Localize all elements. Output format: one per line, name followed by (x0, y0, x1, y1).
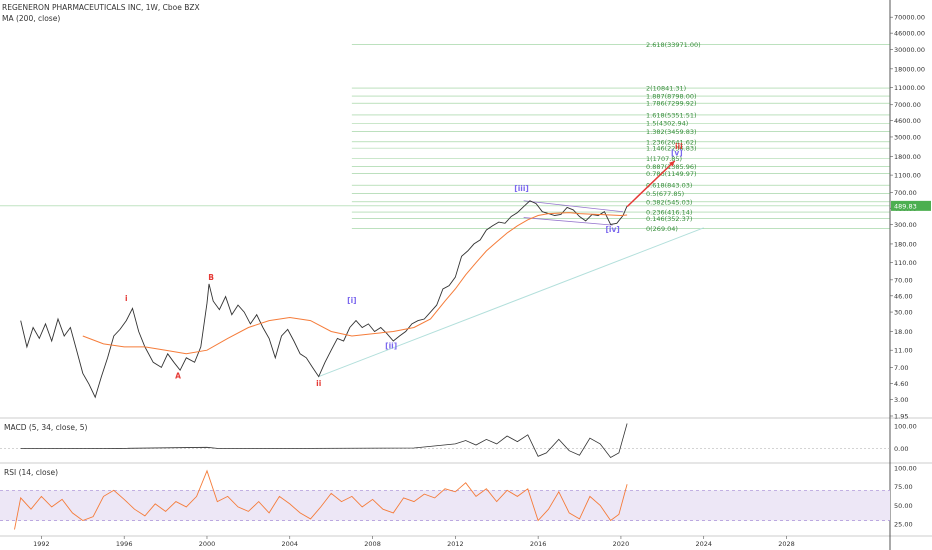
price-axis-label: 300.00 (894, 221, 917, 229)
rsi-axis-label: 75.00 (894, 483, 913, 491)
fib-level-label: 0.887(1385.96) (646, 163, 697, 171)
wave-label[interactable]: ii (316, 379, 321, 388)
rsi-series-line (14, 469, 628, 530)
wave-label[interactable]: [i] (347, 296, 356, 305)
fib-level-label: 1.618(5351.51) (646, 111, 697, 119)
x-axis-label: 2028 (778, 540, 795, 548)
price-axis-label: 3000.00 (894, 133, 921, 141)
triangle-upper-line (523, 200, 624, 213)
price-axis-label: 180.00 (894, 240, 917, 248)
last-price-tag (891, 200, 931, 211)
price-axis-label: 4600.00 (894, 117, 921, 125)
price-axis-label: 7.00 (894, 364, 908, 372)
price-axis-label: 4.60 (894, 380, 908, 388)
trendline (318, 227, 704, 378)
price-axis-label: 30000.00 (894, 46, 925, 54)
price-axis-label: 30.00 (894, 309, 913, 317)
wave-label[interactable]: [v] (671, 148, 683, 157)
fib-level-label: 1.786(7299.92) (646, 100, 697, 108)
fib-level-label: 0(269.04) (646, 225, 678, 233)
price-axis-label: 70.00 (894, 276, 913, 284)
rsi-axis-label: 100.00 (894, 464, 917, 472)
x-axis-label: 2020 (613, 540, 630, 548)
x-axis-label: 2024 (695, 540, 712, 548)
price-axis-label: 1100.00 (894, 172, 921, 180)
x-axis-label: 2000 (199, 540, 216, 548)
fib-level-label: 0.5(677.85) (646, 190, 684, 198)
price-series-line (20, 200, 628, 399)
fib-level-label: 0.146(352.37) (646, 215, 692, 223)
rsi-axis-label: 50.00 (894, 502, 913, 510)
price-axis-label: 1800.00 (894, 153, 921, 161)
price-axis-label: 46000.00 (894, 30, 925, 38)
macd-series-line (20, 423, 628, 459)
fib-level-label: 1.382(3459.83) (646, 128, 697, 136)
fib-level-label: 0.618(843.03) (646, 182, 692, 190)
price-axis-label: 700.00 (894, 189, 917, 197)
macd-axis-label: 100.00 (894, 422, 917, 430)
rsi-axis-label: 25.00 (894, 521, 913, 529)
price-axis-label: 70000.00 (894, 14, 925, 22)
price-axis-label: 3.00 (894, 396, 908, 404)
fib-level-label: 2(10841.31) (646, 85, 686, 93)
projection-arrowhead[interactable] (669, 160, 675, 167)
x-axis-label: 1992 (33, 540, 50, 548)
macd-legend: MACD (5, 34, close, 5) (4, 423, 88, 432)
series-lines (0, 200, 890, 530)
x-axis-label: 2008 (364, 540, 381, 548)
wave-label[interactable]: [ii] (385, 342, 397, 351)
fib-level-label: 1.887(8798.00) (646, 93, 697, 101)
projection-arrow[interactable] (626, 160, 676, 208)
fib-level-label: 0.236(416.14) (646, 209, 692, 217)
fibonacci-levels[interactable]: 0(269.04) 0.146(352.37)0.236(416.14) 0.382… (0, 41, 890, 233)
triangle-lower-line (523, 217, 613, 226)
wave-label[interactable]: [iii] (514, 184, 529, 193)
fib-level-label: 1(1707.85) (646, 155, 682, 163)
fib-level-label: 1.236(2641.62) (646, 138, 697, 146)
wave-label[interactable]: A (175, 372, 181, 381)
price-axis-label: 7000.00 (894, 101, 921, 109)
fib-level-label: 0.786(1149.97) (646, 170, 697, 178)
price-axis-label: 110.00 (894, 259, 917, 267)
wave-label[interactable]: i (125, 294, 128, 303)
wave-label[interactable]: [iv] (605, 225, 619, 234)
x-axis-label: 2004 (281, 540, 298, 548)
x-axis-label: 2012 (447, 540, 464, 548)
fib-level-label: 1.5(4302.94) (646, 120, 688, 128)
ma-series-line (82, 212, 628, 355)
ma-legend: MA (200, close) (2, 14, 61, 23)
axes: 1.95 3.00 4.60 7.00 11.00 18.00 30.00 46.00 70.0… (33, 14, 931, 548)
annotations[interactable]: i B Aii [i] [ii] [iii] [iv] iii[v] (125, 142, 683, 388)
fib-level-label: 1.146(2236.83) (646, 145, 697, 153)
macd-axis-label: 0.00 (894, 445, 908, 453)
rsi-band (0, 489, 890, 521)
rsi-band-fill (0, 490, 890, 521)
wave-label[interactable]: iii (675, 142, 683, 151)
price-axis-label: 11.00 (894, 347, 913, 355)
fib-level-label: 2.618(33971.00) (646, 41, 701, 49)
price-axis-label: 18.00 (894, 328, 913, 336)
x-axis-label: 2016 (530, 540, 547, 548)
price-axis-label: 1.95 (894, 413, 908, 421)
price-axis-label: 46.00 (894, 292, 913, 300)
wave-label[interactable]: B (208, 273, 214, 282)
price-axis-label: 11000.00 (894, 84, 925, 92)
rsi-legend: RSI (14, close) (4, 468, 59, 477)
x-axis-label: 1996 (116, 540, 133, 548)
last-price-label: 489.83 (894, 202, 917, 210)
fib-level-label: 0.382(545.03) (646, 198, 692, 206)
chart-title: REGENERON PHARMACEUTICALS INC, 1W, Cboe … (2, 3, 200, 12)
price-axis-label: 18000.00 (894, 65, 925, 73)
